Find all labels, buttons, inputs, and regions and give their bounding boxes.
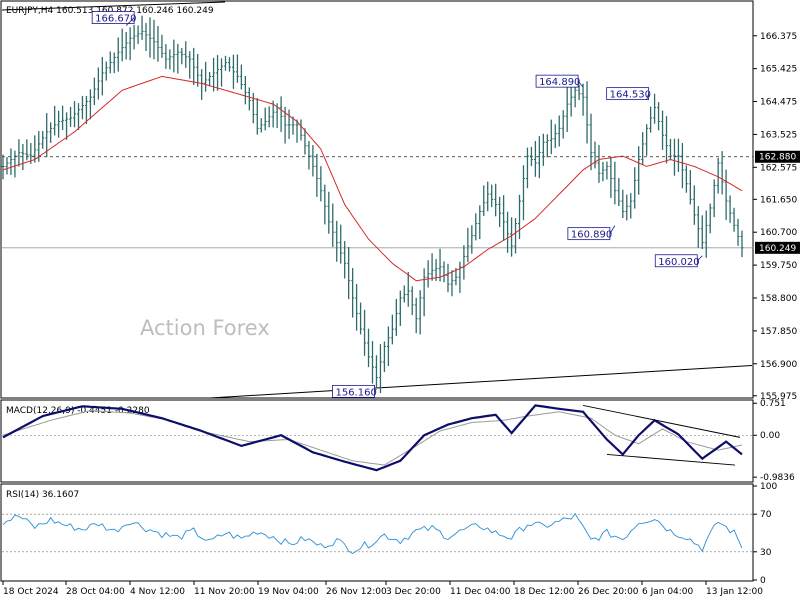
x-tick-label: 11 Nov 20:00: [194, 587, 255, 597]
x-tick-label: 26 Nov 12:00: [326, 587, 387, 597]
macd-signal-line: [2, 409, 743, 466]
macd-panel-frame: [0, 399, 754, 483]
x-tick-label: 13 Jan 12:00: [706, 587, 763, 597]
rsi-y-tick-label: 30: [760, 548, 772, 558]
main-panel-frame: [0, 0, 754, 399]
macd-y-tick-label: 0.751: [760, 399, 786, 409]
swing-label: 164.890: [539, 77, 580, 88]
x-tick-label: 18 Oct 2024: [3, 587, 59, 597]
rsi-panel-frame: [0, 483, 754, 582]
macd-y-tick-label: 0.00: [760, 431, 780, 441]
lower-trend-line: [209, 364, 753, 399]
rsi-y-tick-label: 100: [760, 482, 777, 492]
symbol-header: EURJPY,H4 160.513 160.872 160.246 160.24…: [6, 6, 214, 16]
y-tick-label: 155.975: [760, 392, 797, 402]
macd-y-tick-label: -0.9836: [760, 473, 795, 483]
swing-label-leader: [609, 225, 616, 234]
swing-label-leader: [646, 93, 650, 100]
swing-label-leader: [374, 389, 377, 392]
price-tag-box: [755, 150, 800, 163]
y-tick-label: 160.700: [760, 228, 797, 238]
swing-label: 160.020: [658, 257, 699, 268]
x-tick-label: 18 Dec 12:00: [514, 587, 575, 597]
rsi-title: RSI(14) 36.1607: [6, 490, 79, 500]
rsi-y-tick-label: 0: [760, 576, 766, 586]
watermark: Action Forex: [140, 316, 270, 340]
x-tick-label: 11 Dec 04:00: [450, 587, 511, 597]
swing-label-leader: [125, 17, 135, 26]
swing-label-leader: [696, 255, 703, 262]
rsi-y-tick-label: 70: [760, 510, 772, 520]
swing-label: 160.890: [571, 230, 612, 241]
x-tick-label: 6 Jan 04:00: [642, 587, 694, 597]
moving-average-line: [2, 75, 743, 282]
price-tag-label: 160.249: [759, 244, 796, 254]
swing-label: 156.160: [335, 387, 376, 398]
macd-divergence-upper: [582, 404, 741, 438]
y-tick-label: 163.525: [760, 130, 797, 140]
upper-trend-line: [1, 1, 226, 11]
swing-label: 164.530: [610, 90, 651, 101]
macd-title: MACD(12,26,9) -0.4451 -0.2280: [6, 406, 150, 416]
y-tick-label: 164.475: [760, 98, 797, 108]
macd-divergence-lower: [606, 453, 736, 466]
y-tick-label: 159.750: [760, 261, 797, 271]
x-tick-label: 26 Dec 20:00: [578, 587, 639, 597]
macd-line: [2, 404, 743, 472]
rsi-line: [2, 512, 743, 555]
y-tick-label: 158.800: [760, 294, 797, 304]
swing-label-box: [654, 254, 698, 268]
y-tick-label: 156.900: [760, 360, 797, 370]
x-tick-label: 4 Nov 12:00: [130, 587, 185, 597]
x-tick-label: 28 Oct 04:00: [66, 587, 125, 597]
price-tag-label: 162.880: [759, 153, 796, 163]
price-tag-box: [755, 241, 800, 254]
x-tick-label: 3 Dec 20:00: [386, 587, 441, 597]
x-tick-label: 19 Nov 04:00: [258, 587, 319, 597]
swing-label: 166.670: [95, 14, 136, 25]
y-tick-label: 166.375: [760, 32, 797, 42]
swing-label-leader: [577, 80, 584, 88]
y-tick-label: 161.650: [760, 195, 797, 205]
y-tick-label: 157.850: [760, 327, 797, 337]
y-tick-label: 165.425: [760, 65, 797, 75]
y-tick-label: 162.575: [760, 163, 797, 173]
